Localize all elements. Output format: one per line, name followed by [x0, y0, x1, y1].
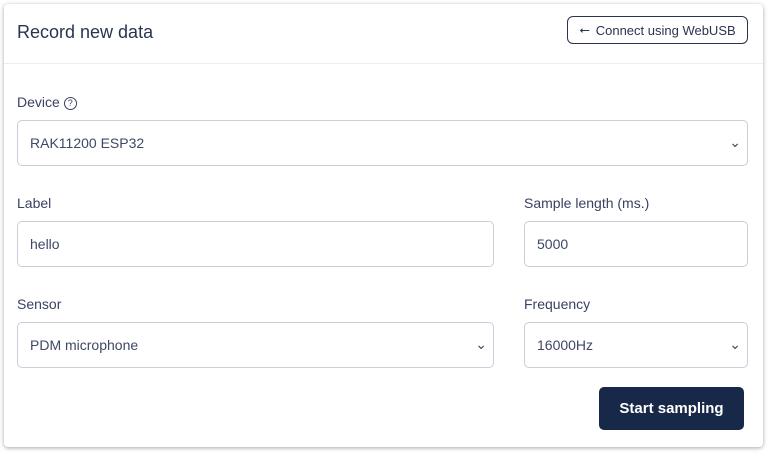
sensor-value: PDM microphone: [30, 337, 139, 353]
label-input[interactable]: hello: [17, 221, 494, 267]
device-label: Device?: [17, 94, 77, 110]
frequency-value: 16000Hz: [537, 337, 594, 353]
frequency-label: Frequency: [524, 296, 591, 312]
chevron-down-icon: ⌄: [729, 336, 741, 352]
record-data-card: Record new data ⭠ Connect using WebUSB De…: [4, 4, 763, 447]
webusb-label: Connect using WebUSB: [595, 22, 736, 38]
chevron-down-icon: ⌄: [475, 336, 487, 352]
device-label-text: Device: [17, 94, 60, 110]
usb-icon: ⭠: [579, 22, 590, 37]
sample-length-label: Sample length (ms.): [524, 195, 650, 211]
sample-length-value: 5000: [537, 236, 569, 252]
help-icon[interactable]: ?: [63, 97, 77, 110]
label-value: hello: [30, 236, 60, 252]
page-title: Record new data: [17, 22, 154, 42]
device-select[interactable]: RAK11200 ESP32 ⌄: [17, 120, 748, 166]
card-header: Record new data ⭠ Connect using WebUSB: [4, 4, 763, 64]
connect-webusb-button[interactable]: ⭠ Connect using WebUSB: [567, 16, 748, 44]
start-sampling-button[interactable]: Start sampling: [599, 387, 744, 430]
label-label: Label: [17, 195, 52, 211]
sensor-label: Sensor: [17, 296, 62, 312]
device-value: RAK11200 ESP32: [30, 135, 145, 151]
sample-length-input[interactable]: 5000: [524, 221, 748, 267]
chevron-down-icon: ⌄: [729, 134, 741, 150]
sensor-select[interactable]: PDM microphone ⌄: [17, 322, 494, 368]
frequency-select[interactable]: 16000Hz ⌄: [524, 322, 748, 368]
